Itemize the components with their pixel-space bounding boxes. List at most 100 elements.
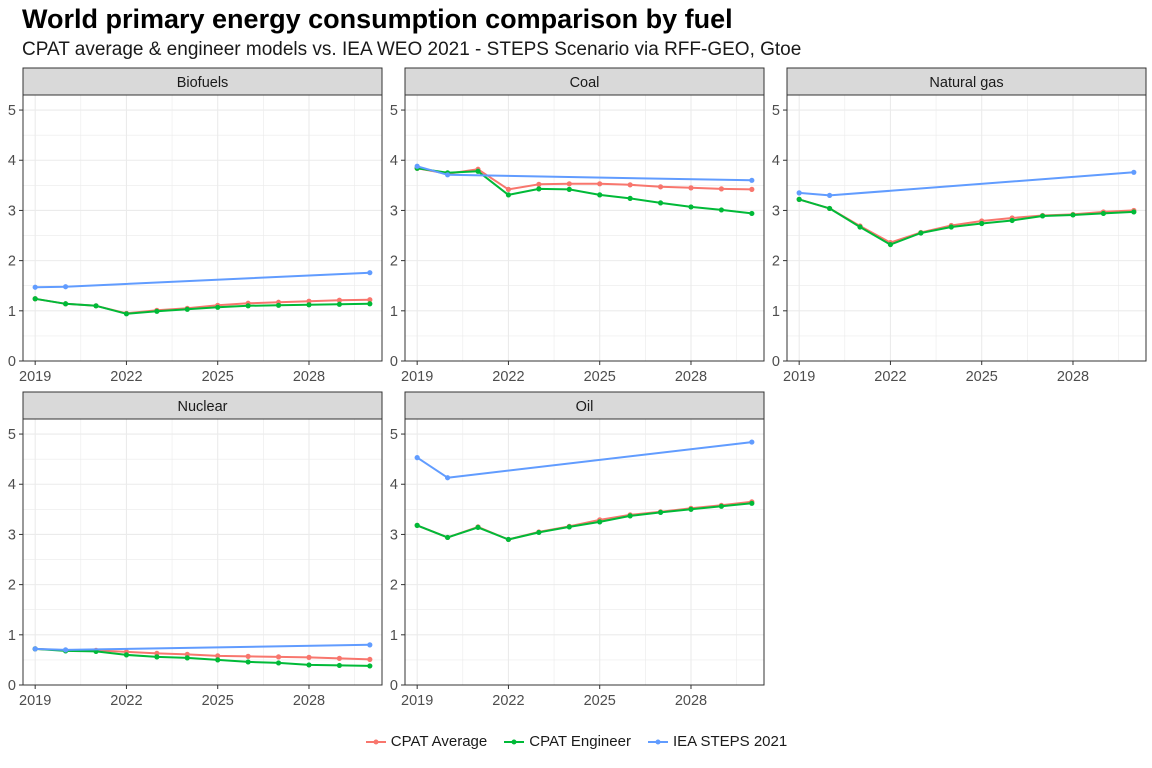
data-point-cpat-engineer xyxy=(123,652,130,658)
data-point-iea-steps xyxy=(32,284,38,290)
data-point-cpat-engineer xyxy=(749,500,755,506)
data-point-cpat-engineer xyxy=(275,660,282,666)
data-point-cpat-engineer xyxy=(505,536,512,543)
series-line-cpat-engineer-oil xyxy=(416,502,752,541)
y-tick-label: 5 xyxy=(390,427,398,443)
data-point-iea-steps xyxy=(444,172,451,178)
data-point-cpat-average xyxy=(367,656,373,663)
data-point-iea-steps xyxy=(796,190,802,196)
facet-oil: Oil 0 1 2 3 4 5 2019 2022 2025 2028 xyxy=(390,391,765,709)
data-point-cpat-engineer xyxy=(948,224,954,230)
series-line-cpat-engineer-natural-gas xyxy=(798,198,1134,246)
data-point-cpat-average xyxy=(336,297,343,303)
data-point-cpat-engineer xyxy=(718,503,725,509)
y-tick-label: 1 xyxy=(772,304,780,320)
panel-bg-oil xyxy=(405,419,764,685)
legend-key-iea-steps xyxy=(647,739,668,744)
data-point-cpat-engineer xyxy=(275,302,282,308)
data-point-cpat-engineer xyxy=(1070,212,1076,218)
data-point-cpat-engineer xyxy=(475,524,481,531)
chart-title: World primary energy consumption compari… xyxy=(22,4,733,34)
facet-nuclear: Nuclear 0 1 2 3 4 5 2019 2022 2025 2028 xyxy=(8,391,383,709)
y-tick-label: 0 xyxy=(390,354,398,370)
data-point-iea-steps xyxy=(749,439,755,445)
panel-border-oil xyxy=(404,418,765,686)
x-tick-label: 2028 xyxy=(675,369,707,385)
data-point-cpat-engineer xyxy=(93,303,99,309)
panel-border-natural-gas xyxy=(786,94,1147,362)
data-point-cpat-engineer xyxy=(657,509,664,515)
data-point-cpat-average xyxy=(275,654,282,660)
data-point-cpat-average xyxy=(336,655,343,662)
facet-coal: Coal 0 1 2 3 4 5 2019 2022 2025 2028 xyxy=(390,67,765,385)
panel-border-biofuels xyxy=(22,94,383,362)
data-point-iea-steps xyxy=(367,270,373,276)
legend: CPAT Average CPAT Engineer IEA STEPS 202… xyxy=(0,733,1152,750)
data-point-cpat-engineer xyxy=(566,524,572,530)
y-tick-label: 0 xyxy=(8,678,16,694)
x-tick-label: 2025 xyxy=(966,369,998,385)
data-point-cpat-engineer xyxy=(215,657,221,663)
data-point-cpat-average xyxy=(657,184,664,190)
data-point-iea-steps xyxy=(367,642,373,648)
facet-strip-biofuels xyxy=(22,67,383,96)
data-point-cpat-engineer xyxy=(505,192,512,198)
data-point-cpat-engineer xyxy=(184,306,190,312)
data-point-iea-steps xyxy=(32,646,38,652)
facet-strip-natural-gas xyxy=(786,67,1147,96)
data-point-iea-steps xyxy=(62,284,69,290)
panel-bg-nuclear xyxy=(23,419,382,685)
legend-key-cpat-average xyxy=(365,739,386,744)
data-point-cpat-engineer xyxy=(1009,217,1015,224)
facet-strip-nuclear xyxy=(22,391,383,420)
x-tick-label: 2019 xyxy=(401,369,433,385)
data-point-cpat-engineer xyxy=(979,220,985,227)
data-point-iea-steps xyxy=(749,177,755,183)
data-point-cpat-engineer xyxy=(367,301,373,307)
facet-strip-oil xyxy=(404,391,765,420)
panel-bg-biofuels xyxy=(23,95,382,361)
x-tick-label: 2022 xyxy=(492,369,524,385)
x-tick-label: 2025 xyxy=(202,369,234,385)
y-tick-label: 2 xyxy=(8,578,16,594)
y-tick-label: 5 xyxy=(8,427,16,443)
data-point-cpat-engineer xyxy=(367,663,373,669)
x-tick-label: 2028 xyxy=(293,693,325,709)
facet-label-biofuels: Biofuels xyxy=(177,75,229,91)
legend-label-cpat-engineer: CPAT Engineer xyxy=(529,733,631,750)
x-tick-label: 2028 xyxy=(293,369,325,385)
facet-label-nuclear: Nuclear xyxy=(178,399,228,415)
data-point-cpat-engineer xyxy=(336,662,343,669)
y-tick-label: 2 xyxy=(8,254,16,270)
data-point-cpat-engineer xyxy=(32,296,38,302)
data-point-cpat-average xyxy=(566,181,572,187)
data-point-iea-steps xyxy=(62,647,69,653)
legend-item-cpat-average: CPAT Average xyxy=(365,733,487,750)
panel-bg-natural-gas xyxy=(787,95,1146,361)
x-tick-label: 2028 xyxy=(675,693,707,709)
legend-item-cpat-engineer: CPAT Engineer xyxy=(503,733,631,750)
data-point-cpat-average xyxy=(536,181,542,187)
data-point-cpat-average xyxy=(688,185,694,191)
data-point-cpat-engineer xyxy=(306,662,312,668)
y-tick-label: 3 xyxy=(8,527,16,543)
series-line-cpat-average-coal xyxy=(417,167,752,191)
x-tick-label: 2022 xyxy=(110,369,142,385)
data-point-cpat-engineer xyxy=(718,207,725,213)
data-point-cpat-average xyxy=(749,186,755,192)
series-line-cpat-engineer-biofuels xyxy=(35,297,370,315)
data-point-cpat-engineer xyxy=(414,522,420,529)
y-tick-label: 0 xyxy=(8,354,16,370)
data-point-cpat-engineer xyxy=(1131,209,1137,215)
data-point-cpat-engineer xyxy=(627,513,633,519)
x-tick-label: 2022 xyxy=(110,693,142,709)
data-point-iea-steps xyxy=(444,475,451,481)
facet-label-coal: Coal xyxy=(570,75,600,91)
data-point-cpat-engineer xyxy=(826,205,833,212)
series-line-cpat-engineer-coal xyxy=(417,167,752,215)
x-tick-label: 2025 xyxy=(584,369,616,385)
facet-natural-gas: Natural gas 0 1 2 3 4 5 2019 2022 2025 2028 xyxy=(772,67,1147,385)
y-tick-label: 4 xyxy=(390,153,398,169)
y-tick-label: 0 xyxy=(772,354,780,370)
